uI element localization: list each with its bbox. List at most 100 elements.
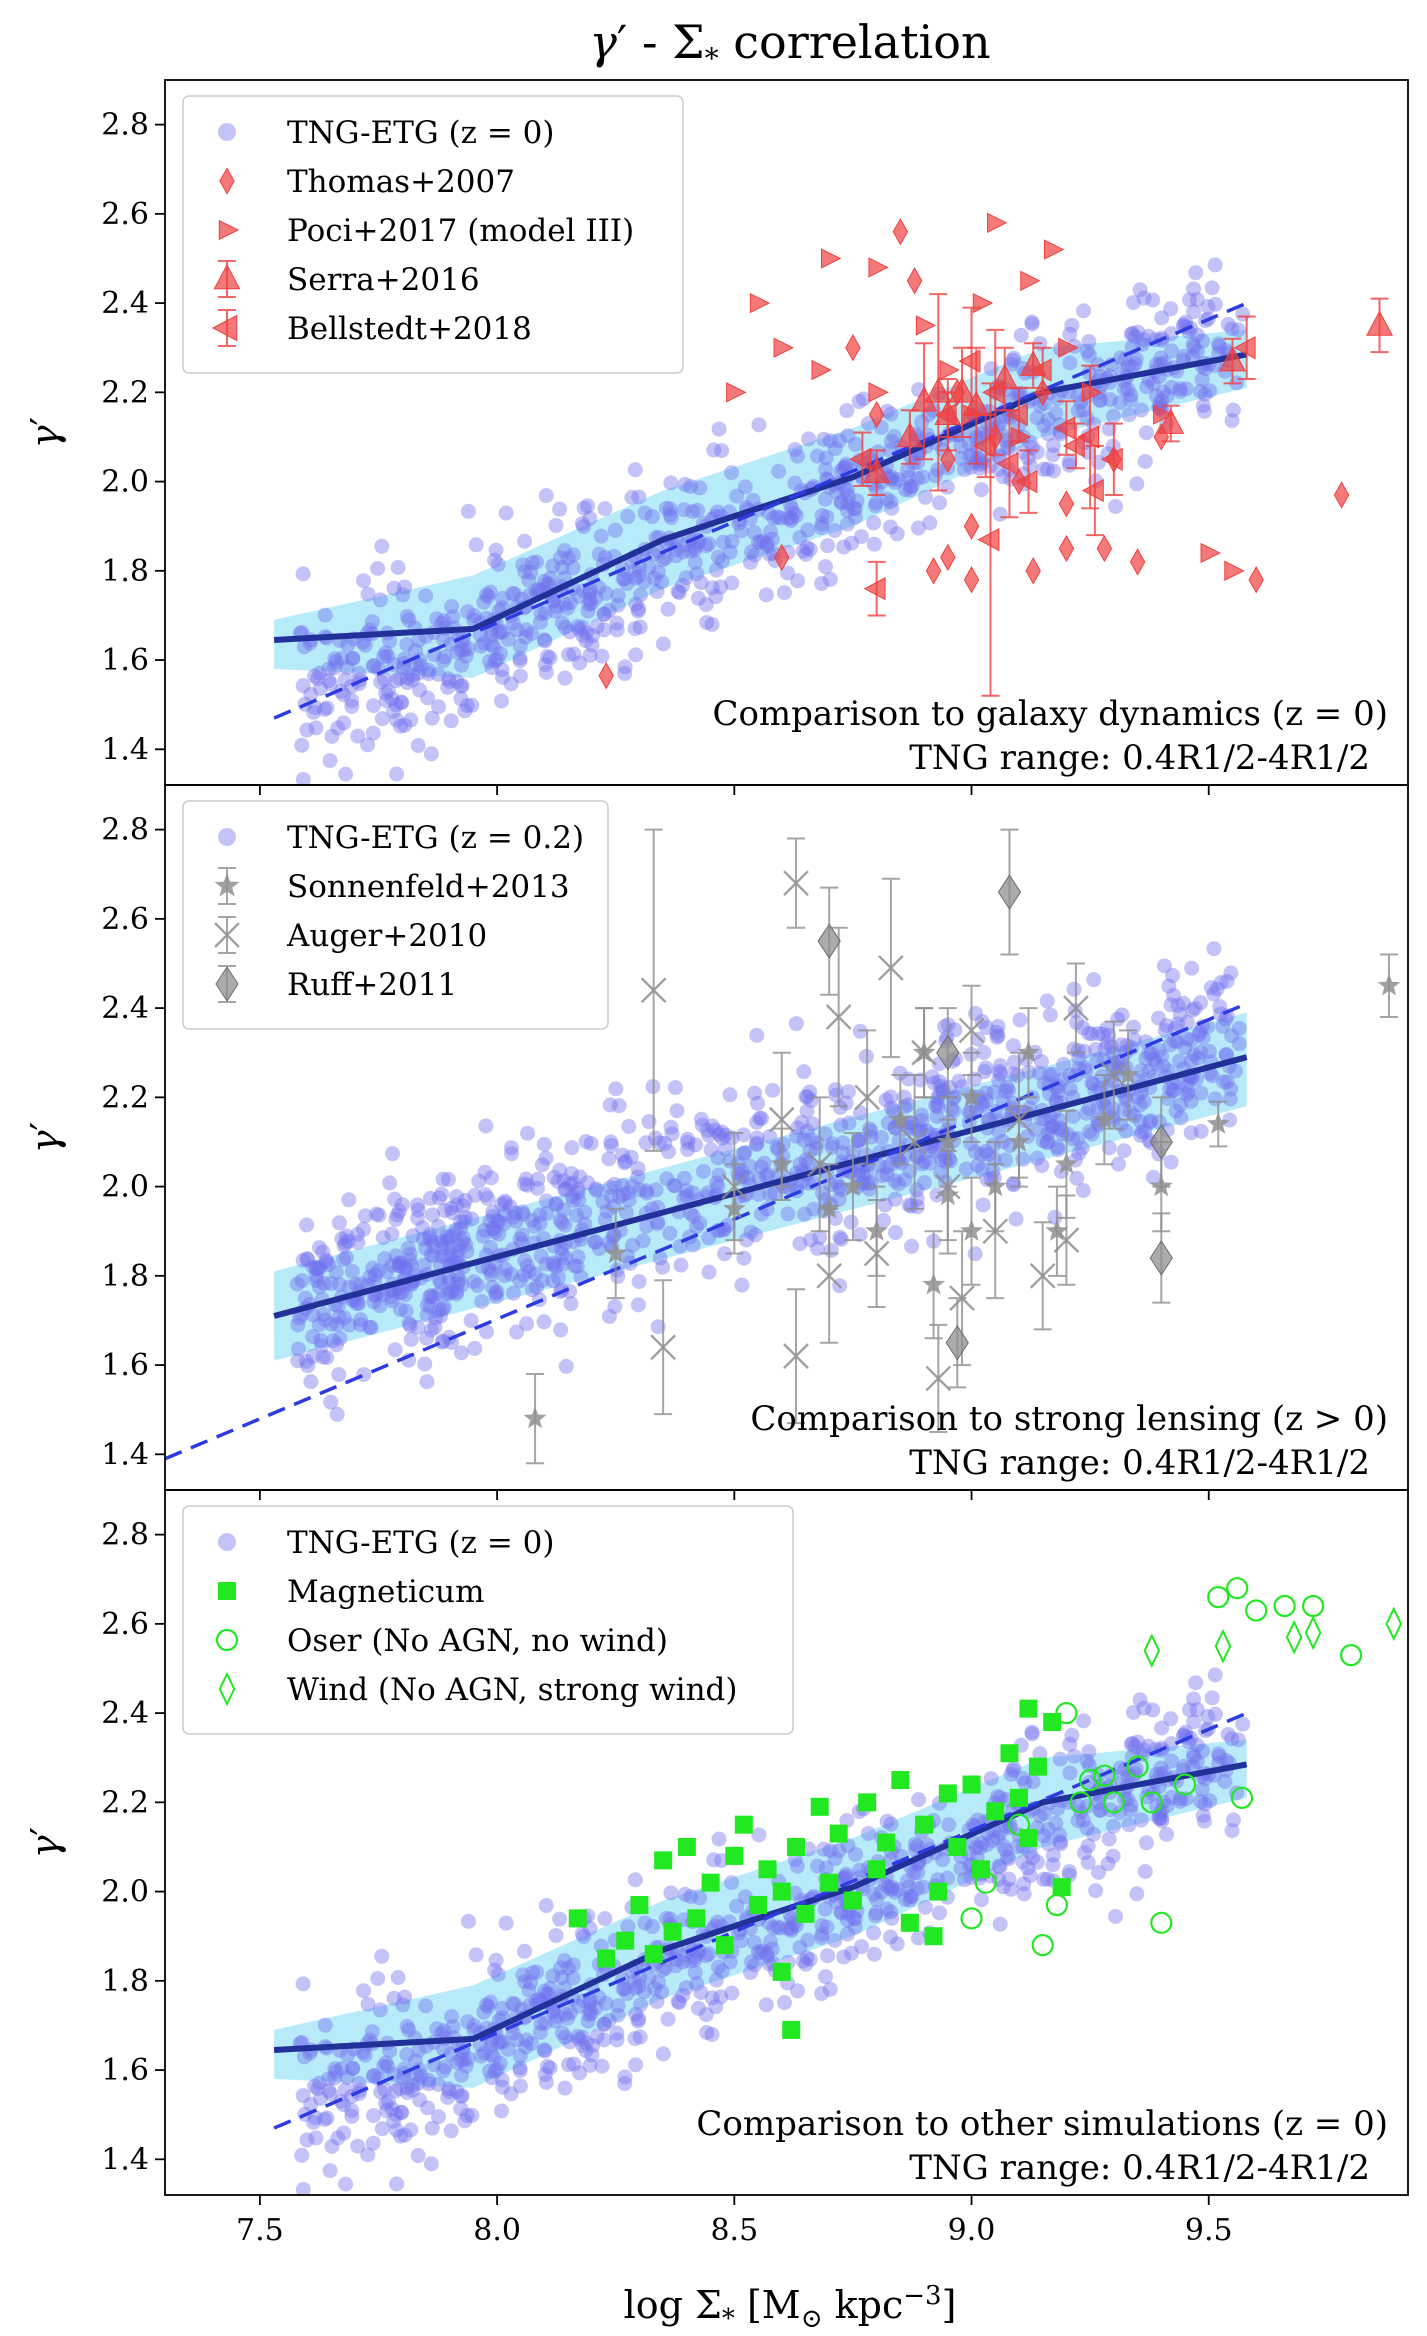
tng-point: [839, 482, 855, 498]
tng-point: [930, 1090, 946, 1106]
tng-point: [376, 1287, 392, 1303]
tng-point: [667, 1079, 683, 1095]
tng-point: [586, 1234, 602, 1250]
tng-point: [956, 462, 972, 478]
tng-point: [1230, 322, 1246, 338]
tng-point: [318, 1252, 334, 1268]
tng-point: [683, 1889, 699, 1905]
tng-point: [554, 1970, 570, 1986]
magneticum-point: [1052, 1878, 1071, 1897]
poci2017-point: [1043, 239, 1065, 260]
tng-point: [693, 575, 709, 591]
tng-point: [1039, 1135, 1055, 1151]
tng-point: [458, 1237, 474, 1253]
tng-point: [532, 1207, 548, 1223]
tng-point: [459, 2108, 475, 2124]
tng-point: [1194, 1782, 1210, 1798]
tng-point: [570, 618, 586, 634]
auger2010-point: [825, 1004, 852, 1030]
tng-point: [946, 1103, 962, 1119]
tng-point: [614, 1177, 630, 1193]
tng-point: [443, 1200, 459, 1216]
tng-point: [1061, 457, 1077, 473]
tng-point: [835, 1135, 851, 1151]
magneticum-point: [986, 1802, 1005, 1821]
tng-point: [290, 1317, 306, 1333]
tng-point: [1192, 383, 1208, 399]
x-tick-label: 8.5: [710, 2213, 758, 2248]
tng-point: [1088, 1041, 1104, 1057]
tng-point: [298, 1353, 314, 1369]
tng-point: [430, 699, 446, 715]
sonnenfeld2013-point: [1017, 1040, 1040, 1063]
tng-point: [392, 1301, 408, 1317]
poci2017-point: [868, 257, 889, 278]
tng-point: [317, 607, 333, 623]
tng-point: [874, 1168, 890, 1184]
tng-point: [545, 1257, 561, 1273]
tng-point: [991, 1858, 1007, 1874]
tng-point: [295, 678, 311, 694]
tng-point: [1207, 257, 1223, 273]
ruff2011-point: [817, 923, 841, 959]
tng-point: [433, 616, 449, 632]
tng-point: [799, 1123, 815, 1139]
tng-point: [485, 1220, 501, 1236]
tng-point: [295, 566, 311, 582]
tng-point: [533, 606, 549, 622]
tng-point: [1113, 1037, 1129, 1053]
tng-point: [308, 720, 324, 736]
tng-point: [365, 1260, 381, 1276]
tng-point: [974, 1161, 990, 1177]
tng-point: [765, 1082, 781, 1098]
tng-point: [430, 666, 446, 682]
tng-point: [438, 1248, 454, 1264]
tng-point: [861, 1181, 877, 1197]
tng-point: [487, 552, 503, 568]
tng-point: [418, 588, 434, 604]
tng-point: [378, 645, 394, 661]
tng-point: [628, 2006, 644, 2022]
tng-point: [647, 1130, 663, 1146]
tng-point: [1186, 304, 1202, 320]
tng-point: [519, 2032, 535, 2048]
tng-point: [517, 1176, 533, 1192]
panels: 1.41.61.82.02.22.42.62.8γ′TNG-ETG (z = 0…: [23, 79, 1409, 2248]
tng-point: [402, 1318, 418, 1334]
tng-point: [308, 1268, 324, 1284]
poci2017-point: [749, 292, 771, 314]
tng-point: [338, 1250, 354, 1266]
tng-point: [796, 1206, 812, 1222]
tng-point: [790, 1983, 806, 1999]
tng-point: [508, 1213, 524, 1229]
tng-point: [1183, 1093, 1199, 1109]
tng-point: [999, 1849, 1015, 1865]
tng-point: [1192, 1024, 1208, 1040]
tng-point: [817, 1901, 833, 1917]
tng-point: [619, 1986, 635, 2002]
sonnenfeld2013-point: [1007, 1130, 1031, 1152]
tng-point: [759, 535, 775, 551]
tng-point: [649, 584, 665, 600]
tng-point: [1024, 316, 1040, 332]
tng-point: [547, 2013, 563, 2029]
tng-point: [671, 1995, 687, 2011]
tng-point: [589, 618, 605, 634]
magneticum-point: [810, 1797, 829, 1816]
tng-point: [1122, 1802, 1138, 1818]
tng-point: [1141, 1063, 1157, 1079]
magneticum-point: [663, 1922, 682, 1941]
tng-point: [866, 536, 882, 552]
tng-point: [1071, 1050, 1087, 1066]
tng-point: [1062, 1765, 1078, 1781]
tng-point: [1120, 359, 1136, 375]
tng-point: [1118, 1123, 1134, 1139]
tng-point: [621, 1118, 637, 1134]
tng-point: [403, 1258, 419, 1274]
tng-point: [1129, 1886, 1145, 1902]
power-law-fit-line: [273, 1711, 1248, 2130]
tng-point: [363, 1319, 379, 1335]
tng-point: [1081, 1744, 1097, 1760]
tng-point: [651, 543, 667, 559]
